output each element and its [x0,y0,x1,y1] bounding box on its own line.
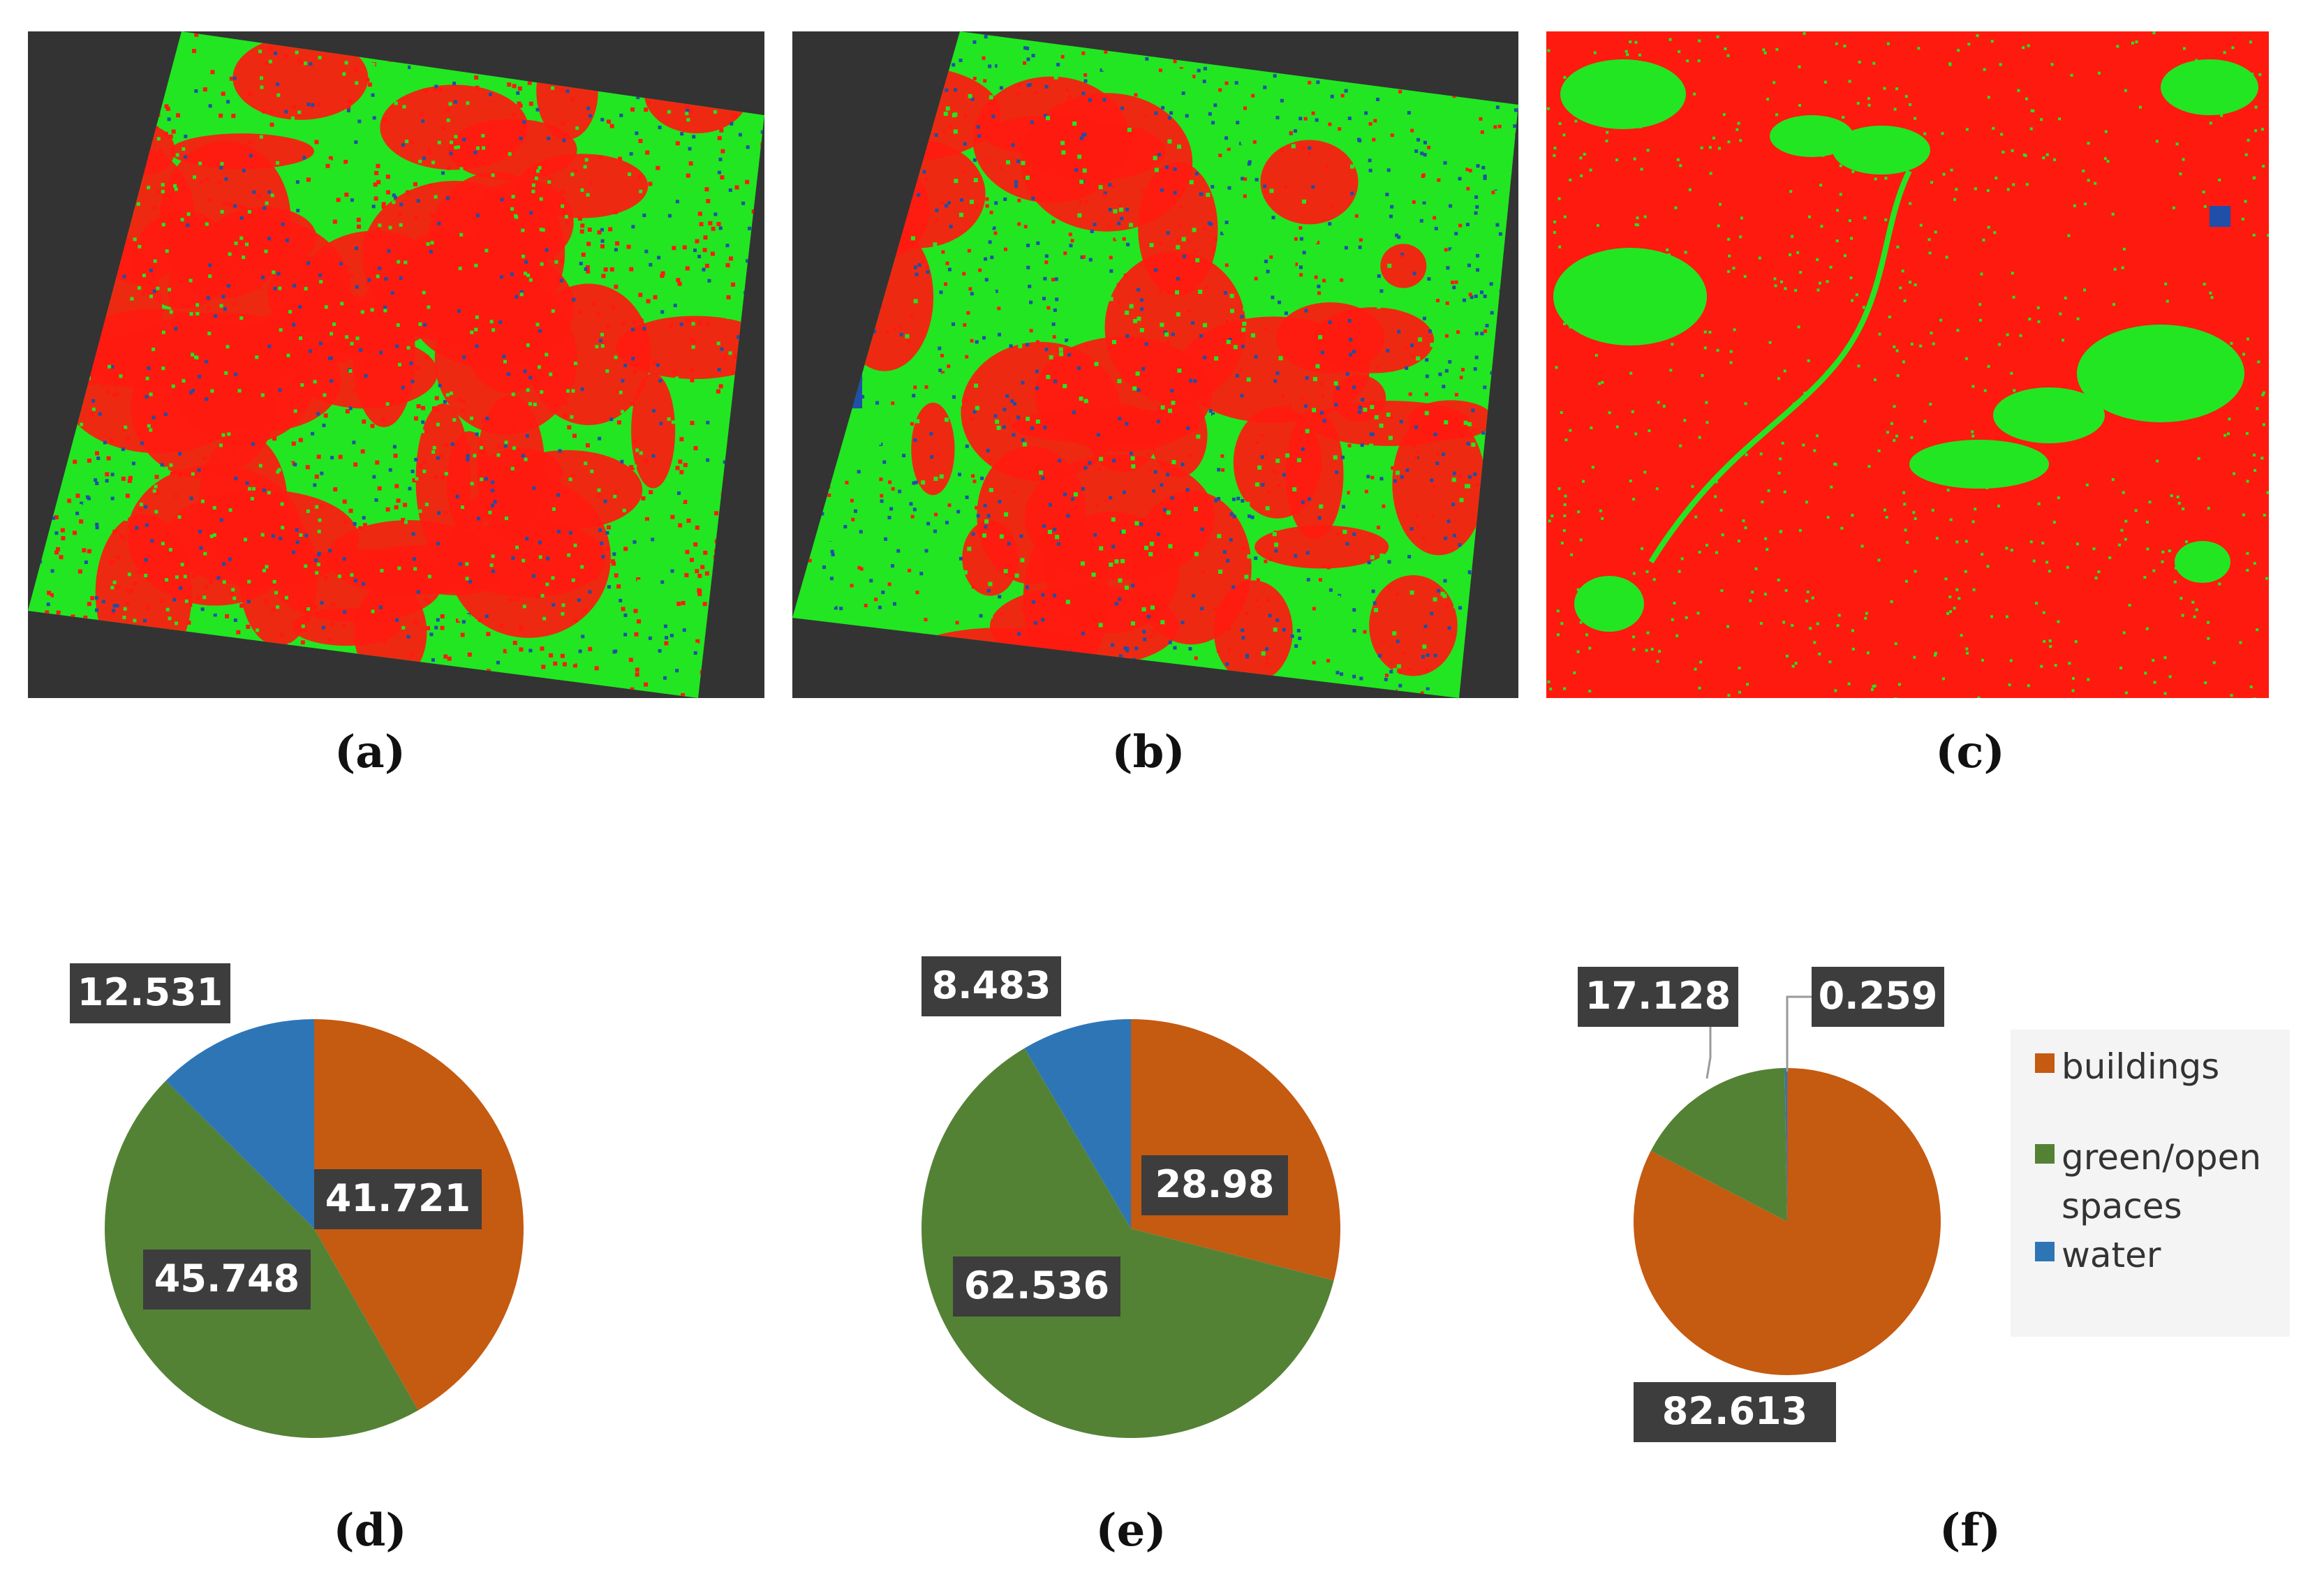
map-footprint [1546,31,2269,698]
legend-item-water: water [2035,1231,2161,1280]
data-label-box [1578,967,1738,1027]
legend-item-green: green/open spaces [2035,1133,2279,1231]
data-label-box [1634,1382,1836,1442]
data-label: 8.483 [932,963,1051,1007]
data-label: 28.98 [1155,1162,1275,1206]
pie-slice-green-open-spaces [921,1048,1334,1438]
legend-label-water: water [2062,1235,2161,1275]
data-label: 12.531 [77,970,223,1014]
data-label: 45.748 [154,1256,299,1300]
pie-chart-d: 41.721 45.748 12.531 [42,928,572,1487]
data-label: 62.536 [964,1263,1109,1307]
legend-label-green: green/open spaces [2062,1137,2262,1226]
map-landcover [1547,31,2269,698]
legend-label-buildings: buildings [2062,1046,2220,1087]
classification-map-c [1546,31,2269,698]
data-label: 82.613 [1662,1389,1807,1433]
pie-slice-water [165,1019,314,1229]
classification-map-b [792,31,1518,698]
pie-chart-f: 82.613 17.128 0.259 [1550,956,2025,1487]
data-label-box [1141,1155,1288,1215]
data-label-box [953,1256,1120,1317]
data-label-box [1812,967,1944,1027]
data-label: 41.721 [325,1176,471,1220]
caption-f: (f) [1939,1504,2001,1557]
data-label: 0.259 [1819,974,1938,1018]
pie-slice-green-open-spaces [1650,1068,1787,1222]
pie-chart-e: 28.98 62.536 8.483 [852,928,1382,1487]
caption-a: (a) [334,726,406,778]
chart-legend: buildings green/open spaces water [2011,1030,2290,1337]
caption-d: (d) [333,1504,407,1557]
classification-map-a [28,31,764,698]
legend-swatch-green [2035,1144,2055,1164]
legend-item-buildings: buildings [2035,1042,2219,1091]
data-label-box [143,1250,311,1310]
pie-slice-water [1024,1019,1131,1229]
legend-swatch-water [2035,1242,2055,1261]
legend-swatch-buildings [2035,1053,2055,1073]
data-label-box [922,956,1061,1016]
data-label-box [70,963,230,1023]
pie-slice-water [1784,1068,1787,1222]
data-label: 17.128 [1585,974,1731,1018]
caption-b: (b) [1111,726,1185,778]
caption-e: (e) [1095,1504,1167,1557]
leader-line [1786,995,1812,1072]
caption-c: (c) [1935,726,2005,778]
leader-line [1705,1027,1712,1079]
data-label-box [314,1169,482,1229]
